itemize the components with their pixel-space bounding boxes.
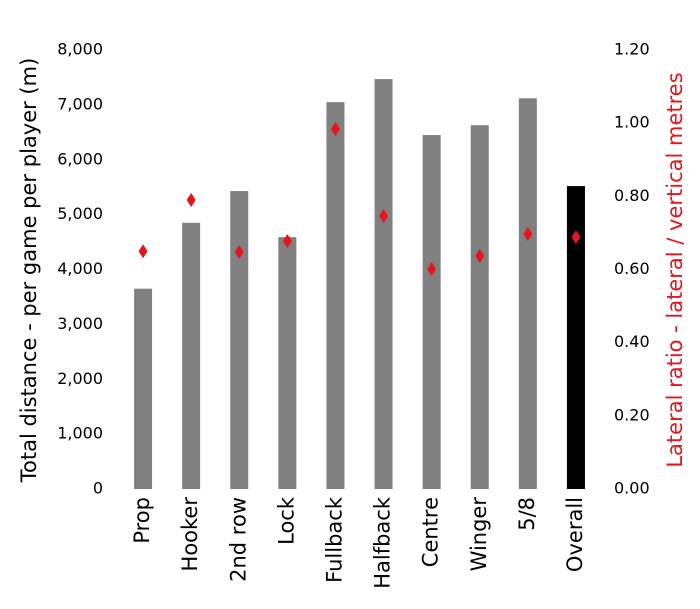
x-tick-label: Overall bbox=[563, 497, 587, 572]
bar bbox=[566, 186, 585, 489]
diamond-marker bbox=[427, 262, 437, 277]
diamond-marker bbox=[186, 192, 196, 207]
y-tick-label: 6,000 bbox=[57, 149, 103, 168]
diamond-marker bbox=[282, 233, 292, 248]
x-tick-label: Centre bbox=[419, 497, 443, 567]
bar bbox=[278, 237, 297, 489]
y-tick-label: 0 bbox=[93, 479, 103, 498]
x-tick-label: Lock bbox=[274, 496, 298, 545]
bar bbox=[134, 288, 153, 489]
x-tick-label: 5/8 bbox=[515, 497, 539, 531]
y2-tick-label: 0.80 bbox=[614, 186, 650, 205]
bar bbox=[326, 102, 345, 489]
y-tick-label: 5,000 bbox=[57, 204, 103, 223]
diamond-marker bbox=[523, 227, 533, 242]
x-tick-label: Fullback bbox=[322, 496, 346, 583]
x-tick-label: Winger bbox=[467, 497, 491, 572]
diamond-marker bbox=[379, 209, 389, 224]
y2-tick-label: 0.40 bbox=[614, 332, 650, 351]
diamond-marker bbox=[330, 122, 340, 137]
x-tick-label: Halfback bbox=[371, 496, 395, 589]
y-tick-label: 4,000 bbox=[57, 259, 103, 278]
bar bbox=[422, 135, 441, 489]
y-tick-label: 1,000 bbox=[57, 424, 103, 443]
diamond-marker bbox=[234, 244, 244, 259]
y2-tick-label: 1.20 bbox=[614, 40, 650, 59]
y2-tick-label: 0.60 bbox=[614, 259, 650, 278]
bar bbox=[518, 98, 537, 489]
x-tick-label: Hooker bbox=[178, 497, 202, 572]
y2-tick-label: 0.00 bbox=[614, 479, 650, 498]
diamond-marker bbox=[138, 244, 148, 259]
y2-tick-label: 0.20 bbox=[614, 405, 650, 424]
y-tick-label: 2,000 bbox=[57, 369, 103, 388]
bar bbox=[182, 222, 201, 489]
bar bbox=[470, 125, 489, 490]
y2-axis-title: Lateral ratio - lateral / vertical metre… bbox=[663, 72, 687, 467]
x-tick-label: 2nd row bbox=[226, 497, 250, 582]
diamond-marker bbox=[475, 248, 485, 263]
diamond-marker bbox=[571, 229, 581, 244]
y-tick-label: 8,000 bbox=[57, 40, 103, 59]
bar bbox=[374, 79, 393, 490]
bar bbox=[230, 191, 249, 489]
y-axis-title: Total distance - per game per player (m) bbox=[17, 58, 41, 484]
x-tick-label: Prop bbox=[130, 497, 154, 544]
y-tick-label: 3,000 bbox=[57, 314, 103, 333]
y2-tick-label: 1.00 bbox=[614, 113, 650, 132]
y-tick-label: 7,000 bbox=[57, 94, 103, 113]
